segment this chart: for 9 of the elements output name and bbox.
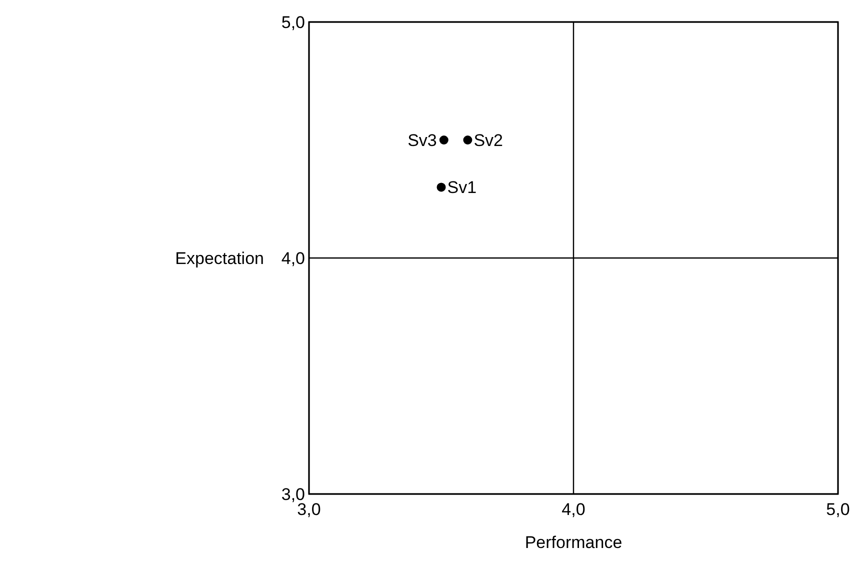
- x-tick-label: 5,0: [826, 500, 850, 519]
- annotation: Sv2: [474, 130, 503, 150]
- y-axis-title: Expectation: [175, 248, 264, 268]
- y-tick-label: 5,0: [281, 12, 305, 32]
- x-axis-title: Performance: [524, 533, 622, 552]
- annotation: Sv3: [408, 130, 437, 150]
- x-tick-label: 4,0: [562, 500, 586, 519]
- y-tick-label: 4,0: [281, 248, 305, 268]
- annotation: Sv1: [447, 178, 477, 198]
